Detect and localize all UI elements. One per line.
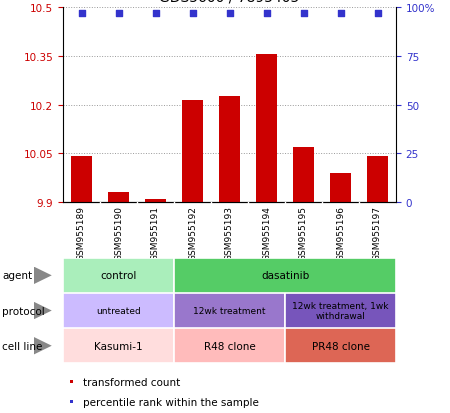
Bar bbox=[285, 328, 396, 363]
Bar bbox=[293, 147, 314, 202]
Text: dasatinib: dasatinib bbox=[261, 271, 309, 281]
Text: GSM955195: GSM955195 bbox=[299, 205, 308, 260]
Bar bbox=[256, 55, 277, 202]
Point bbox=[374, 11, 381, 17]
Point bbox=[189, 11, 196, 17]
Text: GSM955194: GSM955194 bbox=[262, 205, 271, 260]
Bar bbox=[70, 380, 73, 383]
Text: untreated: untreated bbox=[96, 306, 141, 315]
Polygon shape bbox=[34, 267, 52, 285]
Bar bbox=[145, 199, 166, 202]
Bar bbox=[174, 258, 396, 293]
Bar bbox=[367, 157, 388, 202]
Bar bbox=[63, 258, 174, 293]
Bar bbox=[174, 328, 285, 363]
Text: cell line: cell line bbox=[2, 341, 43, 351]
Point bbox=[263, 11, 270, 17]
Text: 12wk treatment: 12wk treatment bbox=[193, 306, 266, 315]
Text: Kasumi-1: Kasumi-1 bbox=[94, 341, 143, 351]
Polygon shape bbox=[34, 302, 52, 320]
Text: protocol: protocol bbox=[2, 306, 45, 316]
Text: GSM955192: GSM955192 bbox=[188, 205, 197, 260]
Point bbox=[78, 11, 85, 17]
Bar bbox=[70, 400, 73, 403]
Text: control: control bbox=[100, 271, 137, 281]
Point bbox=[226, 11, 233, 17]
Point bbox=[115, 11, 122, 17]
Text: transformed count: transformed count bbox=[83, 377, 180, 387]
Text: agent: agent bbox=[2, 271, 32, 281]
Point bbox=[152, 11, 159, 17]
Text: R48 clone: R48 clone bbox=[203, 341, 256, 351]
Bar bbox=[330, 173, 351, 202]
Text: PR48 clone: PR48 clone bbox=[311, 341, 369, 351]
Text: GSM955191: GSM955191 bbox=[151, 205, 160, 260]
Bar bbox=[71, 157, 92, 202]
Text: GSM955190: GSM955190 bbox=[114, 205, 123, 260]
Bar bbox=[63, 328, 174, 363]
Polygon shape bbox=[34, 337, 52, 355]
Text: percentile rank within the sample: percentile rank within the sample bbox=[83, 396, 259, 406]
Text: 12wk treatment, 1wk
withdrawal: 12wk treatment, 1wk withdrawal bbox=[292, 301, 389, 320]
Bar bbox=[182, 100, 202, 202]
Bar bbox=[108, 193, 129, 202]
Text: GSM955193: GSM955193 bbox=[225, 205, 234, 260]
Bar bbox=[63, 293, 174, 328]
Text: GSM955196: GSM955196 bbox=[336, 205, 345, 260]
Point bbox=[300, 11, 307, 17]
Text: GSM955197: GSM955197 bbox=[373, 205, 382, 260]
Point bbox=[337, 11, 344, 17]
Bar bbox=[174, 293, 285, 328]
Text: GSM955189: GSM955189 bbox=[77, 205, 86, 260]
Title: GDS5600 / 7895405: GDS5600 / 7895405 bbox=[159, 0, 300, 4]
Bar bbox=[219, 97, 240, 202]
Bar bbox=[285, 293, 396, 328]
